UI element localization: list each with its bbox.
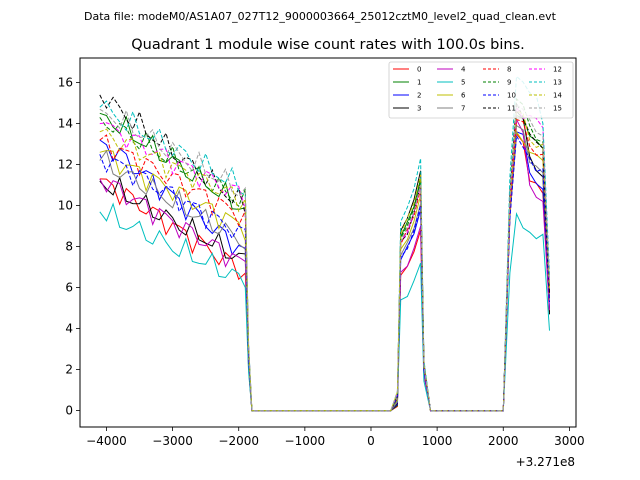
legend-label-13: 13 (553, 79, 562, 87)
y-tick-label: 4 (65, 322, 73, 336)
x-tick-label: 2000 (488, 434, 519, 448)
x-tick-label: −2000 (218, 434, 259, 448)
x-tick-label: −3000 (152, 434, 193, 448)
chart-title: Quadrant 1 module wise count rates with … (131, 37, 525, 53)
legend-label-7: 7 (461, 105, 465, 113)
x-tick-label: 1000 (422, 434, 453, 448)
legend-label-14: 14 (553, 92, 562, 100)
legend-box (388, 61, 574, 119)
x-tick-label: −4000 (86, 434, 127, 448)
y-tick-label: 14 (58, 117, 73, 131)
y-tick-label: 2 (65, 363, 73, 377)
y-tick-label: 10 (58, 199, 73, 213)
plot-frame (79, 57, 577, 428)
legend-label-0: 0 (417, 66, 421, 74)
x-offset-label: +3.271e8 (516, 455, 575, 469)
tick-layer: −4000 −3000 −2000 −1000 0 1000 2000 3000 0 2 4 6 8 10… (58, 76, 585, 448)
suptitle: Data file: modeM0/AS1A07_027T12_90000036… (84, 10, 557, 23)
legend-label-9: 9 (507, 79, 511, 87)
x-tick-label: −1000 (285, 434, 326, 448)
y-tick-label: 6 (65, 281, 73, 295)
legend-label-1: 1 (417, 79, 421, 87)
legend-label-12: 12 (553, 66, 562, 74)
legend-label-8: 8 (507, 66, 511, 74)
series-line-15 (99, 104, 550, 412)
legend-label-10: 10 (507, 92, 516, 100)
y-tick-label: 0 (65, 404, 73, 418)
series-layer (99, 75, 550, 412)
y-tick-label: 12 (58, 158, 73, 172)
y-tick-label: 8 (65, 240, 73, 254)
series-line-12 (99, 105, 550, 412)
legend-label-6: 6 (461, 92, 466, 100)
legend-label-15: 15 (553, 105, 562, 113)
legend-label-5: 5 (461, 79, 465, 87)
legend-label-4: 4 (461, 66, 466, 74)
legend-label-3: 3 (417, 105, 421, 113)
x-tick-label: 3000 (554, 434, 585, 448)
series-line-14 (99, 110, 550, 412)
legend-label-11: 11 (507, 105, 516, 113)
legend-label-2: 2 (417, 92, 421, 100)
y-tick-label: 16 (58, 76, 73, 90)
x-tick-label: 0 (367, 434, 375, 448)
